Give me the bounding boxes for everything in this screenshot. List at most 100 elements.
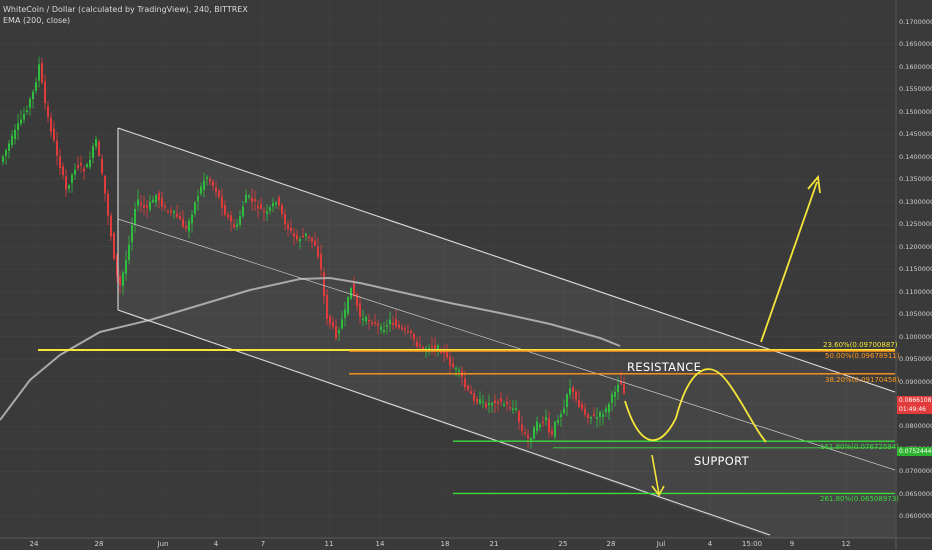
candle-body: [188, 220, 190, 232]
candle-body: [467, 385, 469, 390]
y-tick-label: 0.10500000: [899, 310, 932, 319]
candle-body: [206, 177, 208, 179]
candle-body: [338, 330, 340, 334]
x-tick-label: 4: [213, 540, 219, 548]
candles: [2, 56, 625, 449]
y-tick-label: 0.15000000: [899, 107, 932, 116]
candle-body: [296, 234, 298, 240]
candle-body: [110, 215, 112, 237]
y-tick-label: 0.17000000: [899, 18, 932, 26]
candle-body: [299, 239, 301, 242]
candle-body: [212, 181, 214, 186]
candle-body: [236, 224, 238, 227]
candle-body: [593, 414, 595, 416]
candle-body: [14, 129, 16, 140]
y-tick-label: 0.14500000: [899, 130, 932, 139]
candle-body: [605, 408, 607, 413]
candle-body: [71, 174, 73, 184]
ema-200-line: [0, 276, 621, 421]
candle-body: [2, 156, 4, 162]
x-tick-label: 4: [707, 540, 713, 548]
candle-body: [614, 391, 616, 398]
candle-body: [53, 128, 55, 141]
candle-body: [488, 402, 490, 406]
candle-body: [260, 204, 262, 209]
candle-body: [344, 309, 346, 318]
candle-body: [248, 195, 250, 198]
candle-body: [218, 190, 220, 197]
candle-body: [308, 236, 310, 238]
candle-body: [458, 370, 460, 372]
projection-drawings: [624, 174, 821, 497]
candle-body: [368, 320, 370, 322]
candle-body: [554, 421, 556, 437]
bearish-arrowhead: [651, 485, 665, 497]
candle-body: [572, 387, 574, 392]
candle-body: [221, 196, 223, 208]
candle-body: [65, 176, 67, 190]
candle-body: [422, 346, 424, 349]
candle-body: [176, 213, 178, 217]
candle-body: [560, 414, 562, 417]
candle-body: [134, 208, 136, 225]
candle-body: [305, 233, 307, 236]
candle-body: [377, 323, 379, 326]
fib-level-label: 261.80%(0.06508973): [820, 495, 899, 504]
candle-body: [395, 319, 397, 327]
candle-body: [584, 408, 586, 415]
candle-body: [452, 363, 454, 368]
candle-body: [401, 327, 403, 330]
candle-body: [230, 215, 232, 222]
x-tick-label: 28: [606, 540, 616, 548]
candle-body: [158, 193, 160, 201]
x-tick-label: Jul: [656, 540, 666, 548]
candle-body: [380, 327, 382, 330]
candle-body: [359, 303, 361, 317]
x-tick-label: 18: [440, 540, 450, 548]
candle-body: [203, 180, 205, 191]
candle-body: [608, 404, 610, 413]
candle-body: [128, 244, 130, 260]
candle-body: [323, 272, 325, 297]
indicator-label: EMA (200, close): [3, 16, 71, 25]
candle-body: [185, 225, 187, 229]
candle-body: [119, 276, 121, 285]
candle-body: [161, 198, 163, 207]
x-tick-label: 15:00: [741, 540, 763, 548]
candle-body: [386, 325, 388, 327]
bearish-arrow-line: [651, 454, 660, 495]
candle-body: [29, 98, 31, 108]
y-tick-label: 0.07000000: [899, 467, 932, 476]
support-price-tag: 0.07524440: [897, 447, 932, 456]
candle-body: [515, 408, 517, 410]
y-tick-label: 0.16500000: [899, 40, 932, 49]
candle-body: [227, 214, 229, 218]
candle-body: [47, 106, 49, 117]
candle-body: [434, 344, 436, 350]
candle-body: [611, 394, 613, 403]
y-tick-label: 0.12000000: [899, 242, 932, 251]
candle-body: [320, 253, 322, 270]
y-tick-label: 0.11000000: [899, 287, 932, 296]
candle-body: [167, 210, 169, 213]
candle-body: [8, 143, 10, 151]
candle-body: [530, 438, 532, 441]
candle-body: [83, 168, 85, 172]
candle-body: [590, 417, 592, 419]
candle-body: [503, 404, 505, 406]
countdown-tag: 01:49:46: [897, 405, 932, 414]
x-tick-label: 11: [324, 540, 334, 548]
candle-body: [116, 254, 118, 276]
candle-body: [329, 316, 331, 324]
bullish-arrow-line: [760, 181, 818, 343]
candle-body: [512, 408, 514, 411]
candle-body: [557, 419, 559, 423]
candle-body: [419, 344, 421, 347]
candle-body: [92, 146, 94, 158]
candle-body: [539, 424, 541, 428]
candle-body: [494, 400, 496, 404]
candle-body: [95, 139, 97, 147]
candle-body: [209, 179, 211, 182]
candle-body: [596, 417, 598, 419]
